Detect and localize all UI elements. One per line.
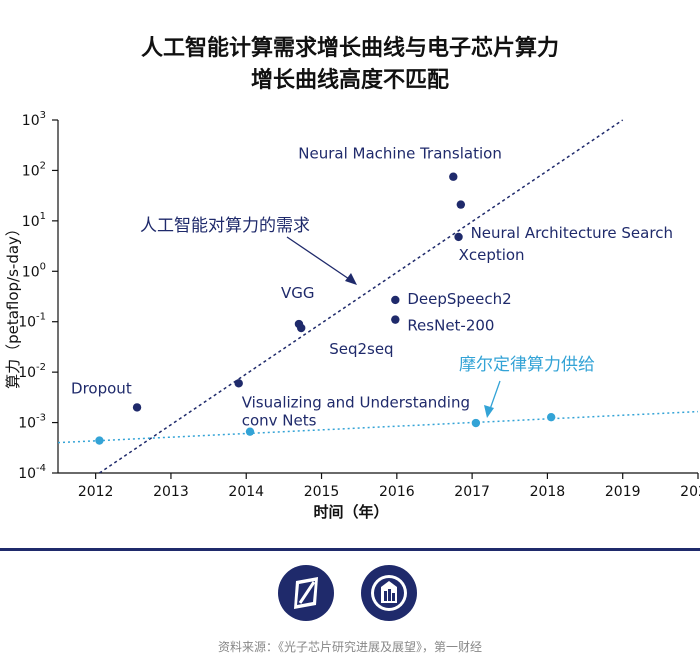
y-tick-label: 103 [22, 110, 46, 129]
x-tick-label: 2013 [153, 484, 189, 500]
x-tick-label: 2015 [304, 484, 340, 500]
point-label: Neural Machine Translation [298, 145, 502, 163]
point-label: ResNet-200 [407, 317, 494, 335]
x-tick-label: 2020 [680, 484, 700, 500]
ai-data-point [234, 379, 243, 388]
point-label: Visualizing and Understanding [242, 393, 470, 411]
ai-data-point [132, 403, 142, 412]
point-label: DeepSpeech2 [407, 290, 511, 308]
y-axis-title: 算力（petaflop/s-day） [4, 221, 22, 389]
x-tick-label: 2017 [454, 484, 490, 500]
chart-title-line2: 增长曲线高度不匹配 [250, 68, 449, 93]
y-tick-label: 10-4 [18, 463, 46, 482]
ai-demand-trendline [98, 119, 624, 474]
point-label: Neural Architecture Search [471, 224, 673, 242]
moore-arrowhead [484, 405, 494, 418]
ai-data-point [391, 315, 400, 324]
x-tick-label: 2018 [530, 484, 566, 500]
moore-supply-trendline [57, 410, 699, 444]
ai-demand-arrow [286, 236, 353, 282]
y-tick-label: 102 [22, 160, 46, 179]
point-label: conv Nets [242, 411, 317, 429]
x-tick-label: 2016 [379, 484, 415, 500]
logo-left [278, 565, 334, 621]
ai-demand-arrowhead [345, 273, 357, 285]
x-axis-title: 时间（年） [313, 503, 388, 521]
moore-data-point [546, 412, 556, 422]
source-note: 资料来源：《光子芯片研究进展及展望》，第一财经 [217, 640, 482, 654]
moore-annotation: 摩尔定律算力供给 [459, 355, 595, 375]
ai-data-point [456, 200, 466, 209]
moore-arrow [488, 380, 501, 413]
ai-demand-annotation: 人工智能对算力的需求 [140, 216, 310, 236]
ai-data-point [454, 232, 463, 242]
chart-title-line1: 人工智能计算需求增长曲线与电子芯片算力 [140, 36, 559, 61]
y-tick-label: 10-1 [18, 312, 46, 331]
x-tick-label: 2014 [228, 484, 264, 500]
point-label: VGG [281, 284, 315, 302]
y-tick-label: 10-2 [18, 362, 46, 381]
moore-data-point [95, 436, 104, 445]
y-tick-label: 100 [22, 261, 46, 280]
ai-data-point [391, 295, 400, 305]
y-tick-label: 101 [22, 211, 46, 230]
logo-right [361, 565, 417, 621]
point-label: Seq2seq [329, 340, 393, 358]
y-tick-label: 10-3 [18, 413, 46, 432]
point-label: Dropout [71, 379, 132, 397]
x-tick-label: 2012 [78, 484, 114, 500]
footer-divider [0, 548, 700, 551]
ai-data-point [449, 172, 458, 181]
x-tick-label: 2019 [605, 484, 641, 500]
point-label: Xception [459, 246, 525, 264]
chart: 103 102 101 100 10-1 10-2 10-3 10-4 2012 2013 2014… [4, 110, 700, 521]
moore-data-point [245, 427, 255, 436]
ai-data-point [297, 323, 306, 333]
moore-data-point [471, 418, 481, 428]
